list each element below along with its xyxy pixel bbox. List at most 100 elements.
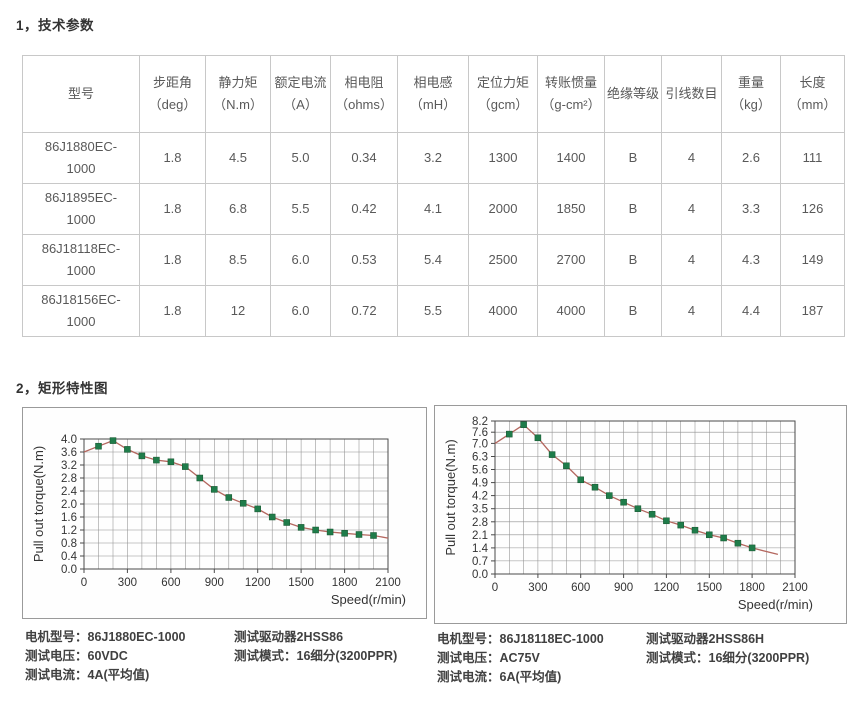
table-head: 型号 步距角（deg） 静力矩（N.m） 额定电流（A） 相电阻（ohms） 相电感（mH… <box>22 55 845 133</box>
svg-text:7.6: 7.6 <box>472 427 488 439</box>
caption-right-col2: 测试驱动器2HSS86H 测试模式：16细分(3200PPR) <box>646 630 845 686</box>
table-cell: 1400 <box>537 132 605 184</box>
svg-text:0: 0 <box>81 577 87 589</box>
chart-gridlines <box>83 438 389 570</box>
svg-text:0.4: 0.4 <box>61 551 78 563</box>
svg-text:2.8: 2.8 <box>61 473 77 485</box>
table-cell: 4 <box>661 234 722 286</box>
table-cell: 4000 <box>537 285 605 337</box>
svg-text:2100: 2100 <box>782 582 808 594</box>
model-cell: 86J18118EC-1000 <box>22 234 140 286</box>
column-header: 相电阻（ohms） <box>330 55 398 133</box>
table-row: 86J1895EC-1000 1.8 6.8 5.5 0.42 4.1 2000 1850 B 4… <box>22 183 845 235</box>
table-cell: 0.53 <box>330 234 398 286</box>
table-cell: 2700 <box>537 234 605 286</box>
column-header: 静力矩（N.m） <box>205 55 271 133</box>
table-cell: 0.42 <box>330 183 398 235</box>
y-axis-label: Pull out torque(N.m) <box>31 446 46 562</box>
table-row: 86J18118EC-1000 1.8 8.5 6.0 0.53 5.4 2500 2700 B… <box>22 234 845 286</box>
svg-text:1800: 1800 <box>739 582 765 594</box>
svg-text:0.0: 0.0 <box>472 569 488 581</box>
table-cell: B <box>604 234 662 286</box>
data-point-markers <box>506 421 756 552</box>
torque-chart-right: 0.0 0.7 1.4 2.1 2.8 3.5 4.2 4.9 5.6 6.3 7.0 7.6 8.2 0… <box>434 405 847 624</box>
plot-frame <box>494 420 796 575</box>
table-cell: 126 <box>780 183 845 235</box>
svg-text:1.6: 1.6 <box>61 512 77 524</box>
caption-line: 测试电压：60VDC <box>25 648 128 663</box>
column-header: 长度（mm） <box>780 55 845 133</box>
caption-left-col1: 电机型号：86J1880EC-1000 测试电压：60VDC 测试电流：4A(平均值… <box>25 628 234 684</box>
x-axis-label: Speed(r/min) <box>331 592 406 607</box>
axis-ticks <box>491 420 796 578</box>
model-cell: 86J18156EC-1000 <box>22 285 140 337</box>
caption-left-col2: 测试驱动器2HSS86 测试模式：16细分(3200PPR) <box>234 628 425 684</box>
column-header: 定位力矩（gcm） <box>468 55 538 133</box>
caption-line: 测试模式：16细分(3200PPR) <box>234 648 398 663</box>
table-cell: 4.1 <box>397 183 469 235</box>
table-cell: 4 <box>661 183 722 235</box>
header-row: 型号 步距角（deg） 静力矩（N.m） 额定电流（A） 相电阻（ohms） 相电感（mH… <box>22 55 845 133</box>
svg-text:4.2: 4.2 <box>472 491 488 503</box>
axis-ticks <box>80 438 389 573</box>
caption-right-col1: 电机型号：86J18118EC-1000 测试电压：AC75V 测试电流：6A(平均… <box>437 630 646 686</box>
table-cell: 4 <box>661 132 722 184</box>
table-row: 86J1880EC-1000 1.8 4.5 5.0 0.34 3.2 1300 1400 B 4… <box>22 132 845 184</box>
table-cell: 5.5 <box>270 183 331 235</box>
svg-text:3.5: 3.5 <box>472 504 488 516</box>
tick-labels: 0.00.71.42.12.83.54.24.95.66.3 7.07.68.2 0… <box>472 416 808 594</box>
table-cell: 12 <box>205 285 271 337</box>
table-cell: 149 <box>780 234 845 286</box>
table-cell: 4.5 <box>205 132 271 184</box>
svg-text:2.8: 2.8 <box>472 517 488 529</box>
table-cell: 3.2 <box>397 132 469 184</box>
svg-text:1800: 1800 <box>332 577 358 589</box>
table-cell: 5.5 <box>397 285 469 337</box>
table-cell: 1300 <box>468 132 538 184</box>
table-cell: 6.8 <box>205 183 271 235</box>
column-header: 相电感（mH） <box>397 55 469 133</box>
svg-text:1500: 1500 <box>697 582 723 594</box>
svg-text:2100: 2100 <box>375 577 401 589</box>
column-header: 步距角（deg） <box>139 55 206 133</box>
caption-line: 测试驱动器2HSS86 <box>234 630 344 644</box>
chart-canvas-left: 0.00.40.81.21.62.02.42.83.23.64.0 0 300 600… <box>31 434 406 607</box>
model-cell: 86J1895EC-1000 <box>22 183 140 235</box>
y-axis-label: Pull out torque(N.m) <box>443 439 458 555</box>
table-cell: 5.0 <box>270 132 331 184</box>
table-cell: 5.4 <box>397 234 469 286</box>
column-header: 绝缘等级 <box>604 55 662 133</box>
svg-text:7.0: 7.0 <box>472 438 488 450</box>
section-2-title: 2，矩形特性图 <box>16 381 109 396</box>
table-cell: 2500 <box>468 234 538 286</box>
column-header: 重量（kg） <box>721 55 781 133</box>
svg-text:1500: 1500 <box>288 577 314 589</box>
svg-text:1200: 1200 <box>245 577 271 589</box>
svg-text:8.2: 8.2 <box>472 416 488 428</box>
svg-text:4.0: 4.0 <box>61 434 77 446</box>
svg-text:900: 900 <box>205 577 224 589</box>
torque-chart-left: 0.0 0.4 0.8 1.2 1.6 2.0 2.4 2.8 3.2 3.6 4.0 0 300 600… <box>22 407 427 619</box>
svg-text:600: 600 <box>571 582 590 594</box>
torque-curve <box>83 439 389 539</box>
column-header: 型号 <box>22 55 140 133</box>
caption-line: 测试电流：4A(平均值) <box>25 667 150 682</box>
table-cell: 6.0 <box>270 234 331 286</box>
svg-text:1.2: 1.2 <box>61 525 77 537</box>
table-cell: 3.3 <box>721 183 781 235</box>
svg-text:0.7: 0.7 <box>472 556 488 568</box>
svg-text:0.8: 0.8 <box>61 538 77 550</box>
table-cell: 4.3 <box>721 234 781 286</box>
table-cell: B <box>604 183 662 235</box>
column-header: 转账惯量（g-cm²） <box>537 55 605 133</box>
x-axis-label: Speed(r/min) <box>738 597 813 612</box>
caption-line: 电机型号：86J18118EC-1000 <box>437 632 604 646</box>
chart-canvas-right: 0.00.71.42.12.83.54.24.95.66.3 7.07.68.2 0… <box>443 416 813 612</box>
parameters-table: 型号 步距角（deg） 静力矩（N.m） 额定电流（A） 相电阻（ohms） 相电感（mH… <box>22 55 845 337</box>
svg-text:3.6: 3.6 <box>61 447 77 459</box>
table-cell: B <box>604 285 662 337</box>
svg-text:5.6: 5.6 <box>472 465 488 477</box>
caption-line: 测试模式：16细分(3200PPR) <box>646 650 810 665</box>
table-cell: 1.8 <box>139 234 206 286</box>
table-cell: 4.4 <box>721 285 781 337</box>
